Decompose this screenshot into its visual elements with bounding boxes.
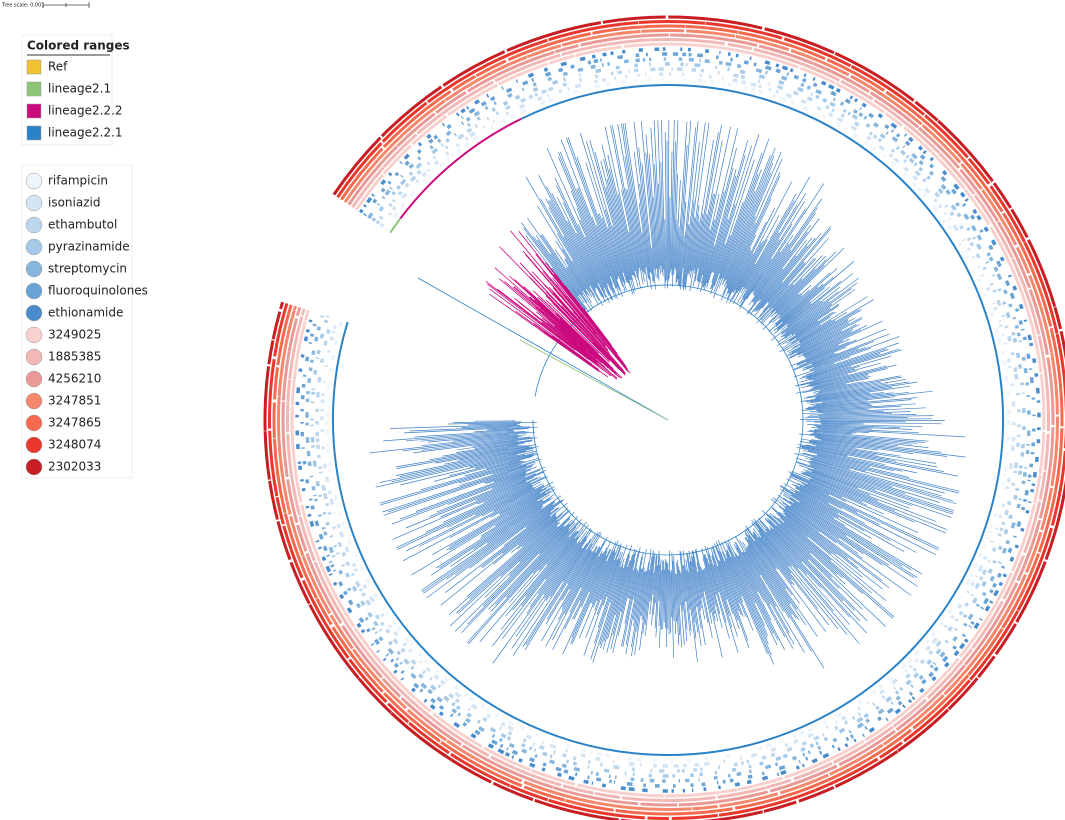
range-ring (399, 118, 522, 219)
range-swatch (26, 125, 42, 141)
track-label: 2302033 (48, 460, 101, 474)
track-swatch (25, 392, 43, 410)
track-swatch (25, 348, 43, 366)
track-ring (315, 67, 1021, 773)
range-ring (389, 217, 402, 234)
track-label: 3249025 (48, 328, 101, 342)
track-label: 3248074 (48, 438, 101, 452)
range-label: lineage2.2.2 (48, 104, 123, 118)
track-swatch (25, 436, 43, 454)
track-swatch (25, 194, 43, 212)
track-label: 3247865 (48, 416, 101, 430)
track-label: pyrazinamide (48, 240, 130, 254)
tree (263, 15, 1065, 820)
track-ring (272, 24, 1064, 816)
track-ring (277, 29, 1059, 811)
track-label: 3247851 (48, 394, 101, 408)
track-ring (268, 20, 1065, 820)
track-swatch (25, 304, 43, 322)
track-ring (325, 77, 1011, 763)
track-swatch (25, 326, 43, 344)
track-label: ethionamide (48, 306, 123, 320)
ranges-legend-title: Colored ranges (27, 39, 130, 53)
scale-bar (42, 2, 90, 8)
track-label: isoniazid (48, 196, 100, 210)
tree-leaves-lineage222 (485, 230, 631, 380)
track-swatch (25, 238, 43, 256)
track-ring (290, 42, 1046, 798)
track-label: fluoroquinolones (48, 284, 148, 298)
track-swatch (25, 282, 43, 300)
legends: Ref lineage2.1 lineage2.2.2 lineage2.2.1 rif… (25, 59, 148, 476)
track-swatch (25, 370, 43, 388)
tree-leaves (369, 119, 966, 669)
range-swatch (26, 103, 42, 119)
range-label: lineage2.2.1 (48, 126, 123, 140)
tree-root-branch (519, 339, 669, 421)
track-label: rifampicin (48, 174, 108, 188)
track-label: 1885385 (48, 350, 101, 364)
track-label: 4256210 (48, 372, 101, 386)
track-ring (305, 57, 1031, 783)
track-swatch (25, 414, 43, 432)
track-swatch (25, 458, 43, 476)
range-label: Ref (48, 60, 68, 74)
track-label: ethambutol (48, 218, 117, 232)
track-swatch (25, 216, 43, 234)
range-swatch (26, 81, 42, 97)
track-label: streptomycin (48, 262, 127, 276)
range-ring (332, 84, 1004, 756)
range-swatch (26, 59, 42, 75)
tracks-legend-box (21, 164, 133, 479)
track-ring (281, 33, 1055, 807)
track-swatch (25, 260, 43, 278)
tree-scale-label: Tree scale: 0.001 (1, 3, 44, 9)
track-ring (295, 47, 1041, 793)
tree-root-branch (417, 277, 669, 421)
range-label: lineage2.1 (48, 82, 111, 96)
track-ring (320, 72, 1016, 768)
track-ring (300, 52, 1036, 788)
track-ring (286, 37, 1050, 802)
track-ring (263, 15, 1065, 820)
tree-backbone (532, 284, 804, 556)
track-swatch (25, 172, 43, 190)
